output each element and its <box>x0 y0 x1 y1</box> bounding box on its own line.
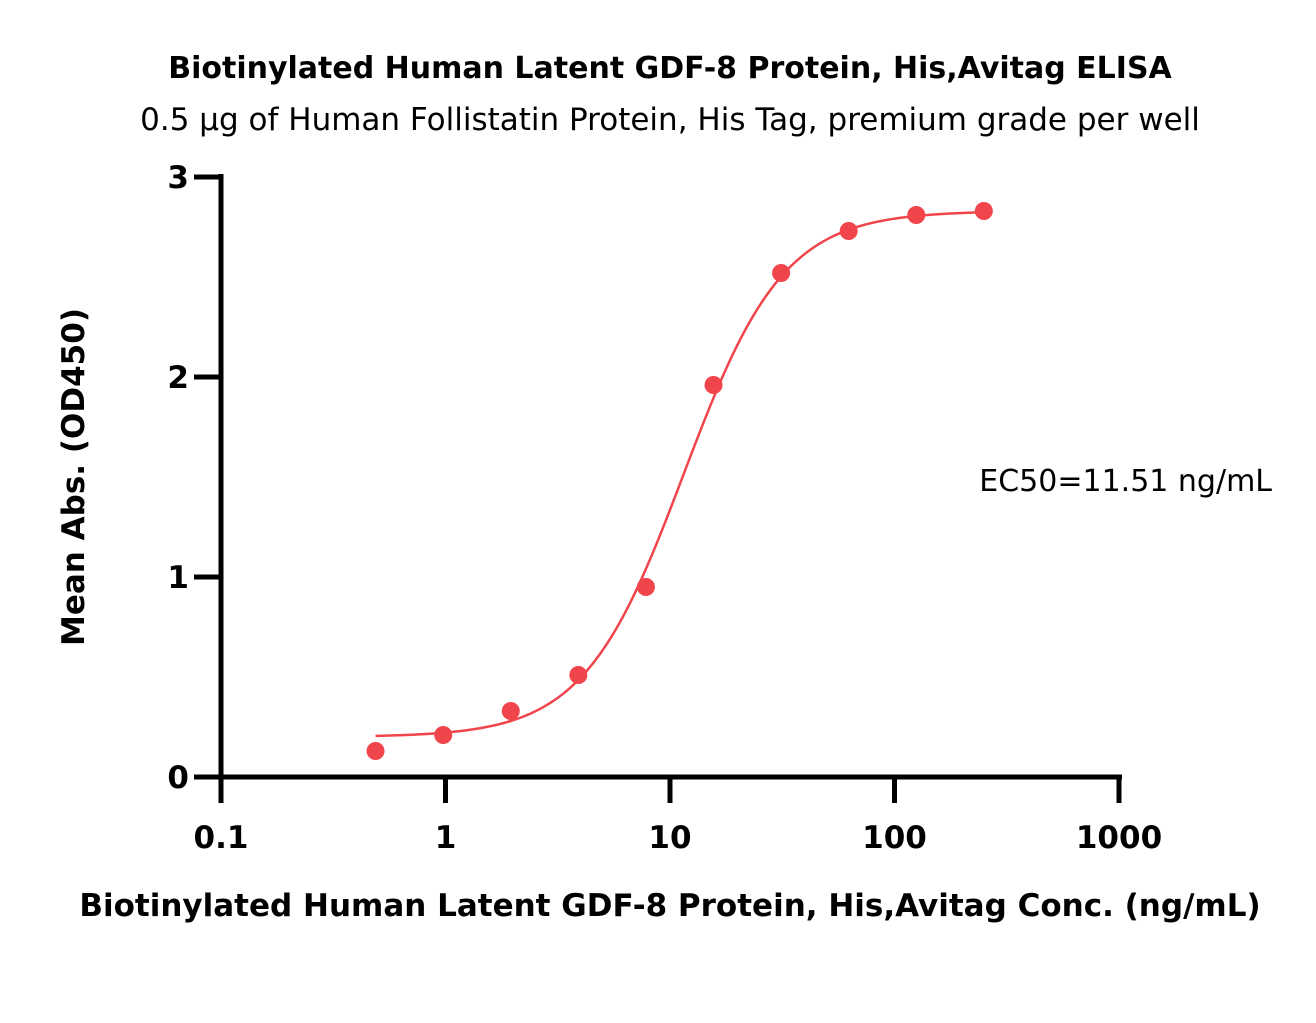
y-axis-label: Mean Abs. (OD450) <box>56 308 92 646</box>
x-tick-label: 0.1 <box>194 820 249 856</box>
y-tick-label: 0 <box>167 760 189 796</box>
x-tick-label: 100 <box>862 820 927 856</box>
data-points-layer <box>366 202 993 760</box>
data-point <box>501 702 520 720</box>
y-tick-label: 1 <box>167 560 189 596</box>
ec50-annotation: EC50=11.51 ng/mL <box>979 464 1272 499</box>
y-ticks: 0 1 2 3 <box>167 160 221 796</box>
chart-subtitle: 0.5 μg of Human Follistatin Protein, His… <box>140 102 1200 138</box>
data-point <box>974 202 993 220</box>
x-tick-label: 10 <box>648 820 691 856</box>
axes: 0 1 2 3 0.1 1 10 100 1000 <box>167 160 1162 856</box>
data-point <box>434 726 453 744</box>
data-point <box>366 742 385 760</box>
x-tick-label: 1 <box>435 820 457 856</box>
y-tick-label: 2 <box>167 360 189 396</box>
fit-curve-layer <box>375 211 984 738</box>
data-point <box>569 666 588 684</box>
fit-curve <box>375 211 984 738</box>
data-point <box>907 206 926 224</box>
chart-title: Biotinylated Human Latent GDF-8 Protein,… <box>168 51 1172 86</box>
x-ticks: 0.1 1 10 100 1000 <box>194 777 1162 856</box>
data-point <box>839 222 858 240</box>
plot-area <box>366 202 993 760</box>
x-tick-label: 1000 <box>1076 820 1162 856</box>
data-point <box>704 376 723 394</box>
y-tick-label: 3 <box>167 160 189 196</box>
data-point <box>772 264 791 282</box>
data-point <box>636 578 655 596</box>
x-axis-label: Biotinylated Human Latent GDF-8 Protein,… <box>79 888 1260 924</box>
